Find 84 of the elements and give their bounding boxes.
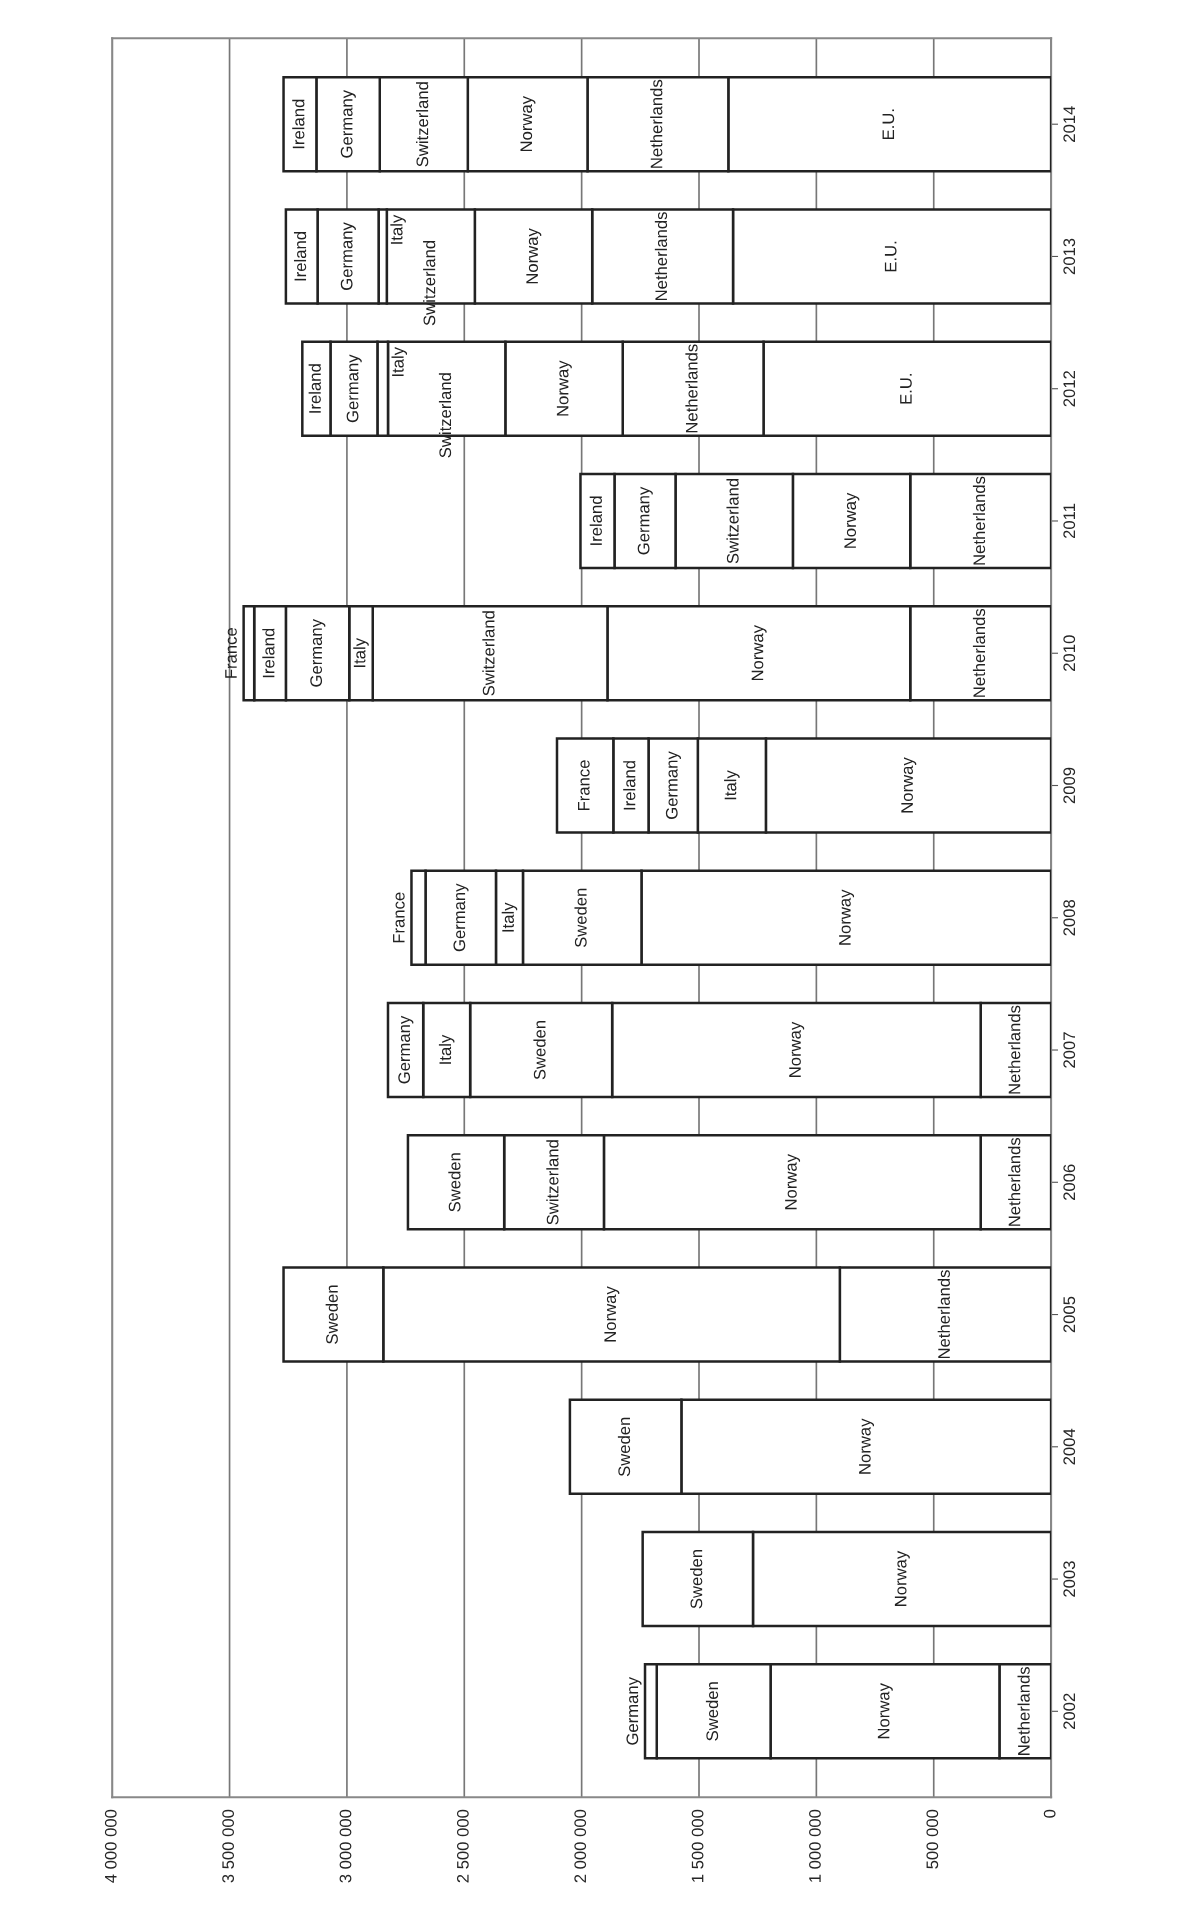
text: Norway bbox=[859, 1418, 875, 1474]
y-tick-label: 2010 bbox=[1063, 635, 1076, 671]
text: Norway bbox=[839, 889, 855, 945]
text: Norway bbox=[556, 360, 572, 416]
text: Germany bbox=[626, 1677, 642, 1745]
text: Ireland bbox=[292, 99, 305, 149]
text: Netherlands bbox=[654, 212, 668, 301]
text: Norway bbox=[877, 1683, 893, 1739]
y-tick-label: 2007 bbox=[1063, 1032, 1076, 1068]
text: Norway bbox=[844, 492, 860, 548]
x-tick-label: 1 500 000 bbox=[691, 1809, 704, 1882]
y-tick-label: 2006 bbox=[1063, 1164, 1076, 1200]
text: France bbox=[393, 892, 405, 943]
text: Norway bbox=[751, 625, 767, 681]
text: Switzerland bbox=[423, 240, 436, 326]
y-tick-label: 2013 bbox=[1063, 238, 1076, 275]
text: Netherlands bbox=[1008, 1137, 1021, 1226]
text: Netherlands bbox=[972, 608, 986, 697]
y-tick-label: 2009 bbox=[1063, 767, 1076, 804]
text: Norway bbox=[604, 1286, 620, 1342]
text: Italy bbox=[390, 214, 406, 244]
text: Netherlands bbox=[650, 79, 663, 168]
text: Sweden bbox=[690, 1550, 703, 1609]
y-tick-label: 2008 bbox=[1063, 899, 1076, 936]
series-label: Switzerland bbox=[482, 611, 495, 696]
x-tick-label: 3 500 000 bbox=[222, 1809, 235, 1883]
text: Netherlands bbox=[1017, 1666, 1030, 1755]
y-tick-label: 2011 bbox=[1063, 503, 1076, 539]
y-tick-label: 2004 bbox=[1063, 1428, 1076, 1465]
y-tick-label: 2005 bbox=[1063, 1296, 1076, 1333]
text: Netherlands bbox=[972, 476, 986, 565]
text: Sweden bbox=[617, 1417, 631, 1477]
text: Sweden bbox=[448, 1153, 461, 1212]
text: Germany bbox=[398, 1015, 414, 1084]
text: Italy bbox=[724, 770, 740, 800]
x-tick-label: 0 bbox=[1043, 1809, 1056, 1818]
text: Germany bbox=[346, 354, 362, 423]
text: Germany bbox=[637, 486, 653, 555]
text: Netherlands bbox=[685, 344, 698, 433]
text: Germany bbox=[453, 883, 469, 952]
series-label: Netherlands bbox=[1008, 1005, 1021, 1094]
text: Switzerland bbox=[726, 478, 739, 564]
text: Italy bbox=[353, 637, 369, 667]
text: Norway bbox=[520, 95, 536, 152]
series-label: Ireland bbox=[308, 364, 321, 413]
text: Ireland bbox=[589, 496, 602, 545]
y-tick-label: 2014 bbox=[1063, 106, 1076, 142]
series-label: Sweden bbox=[705, 1682, 719, 1741]
text: France bbox=[578, 760, 590, 811]
text: Norway bbox=[901, 757, 917, 813]
x-tick-label: 1 000 000 bbox=[809, 1809, 821, 1882]
text: Germany bbox=[310, 619, 326, 687]
text: E.U. bbox=[900, 374, 912, 404]
text: Italy bbox=[438, 1034, 455, 1064]
text: Netherlands bbox=[937, 1270, 950, 1359]
series-label: Norway bbox=[789, 1021, 805, 1077]
x-tick-label: 500 000 bbox=[926, 1809, 939, 1869]
text: Switzerland bbox=[438, 373, 452, 458]
text: Norway bbox=[785, 1154, 801, 1210]
text: Switzerland bbox=[416, 82, 429, 167]
text: Sweden bbox=[574, 888, 587, 948]
y-tick-label: 2003 bbox=[1063, 1561, 1076, 1597]
text: Italy bbox=[391, 347, 408, 377]
y-tick-label: 2002 bbox=[1063, 1693, 1076, 1730]
x-tick-label: 4 000 000 bbox=[104, 1809, 117, 1883]
text: Ireland bbox=[293, 232, 307, 281]
text: Italy bbox=[501, 902, 518, 932]
text: Switzerland bbox=[546, 1140, 559, 1225]
x-tick-label: 2 000 000 bbox=[574, 1809, 587, 1883]
text: Germany bbox=[340, 222, 356, 290]
x-tick-label: 2 500 000 bbox=[456, 1809, 469, 1883]
text: Norway bbox=[894, 1550, 910, 1606]
y-tick-label: 2012 bbox=[1063, 371, 1076, 407]
text: Ireland bbox=[623, 761, 636, 810]
text: Germany bbox=[665, 751, 681, 819]
text: Ireland bbox=[262, 628, 275, 678]
text: Germany bbox=[340, 89, 356, 158]
text: Sweden bbox=[325, 1285, 338, 1344]
text: Sweden bbox=[533, 1020, 546, 1080]
text: France bbox=[225, 628, 237, 678]
text: Norway bbox=[526, 228, 542, 284]
series-label: E.U. bbox=[882, 109, 895, 140]
text: E.U. bbox=[884, 241, 897, 272]
x-tick-label: 3 000 000 bbox=[339, 1809, 352, 1883]
